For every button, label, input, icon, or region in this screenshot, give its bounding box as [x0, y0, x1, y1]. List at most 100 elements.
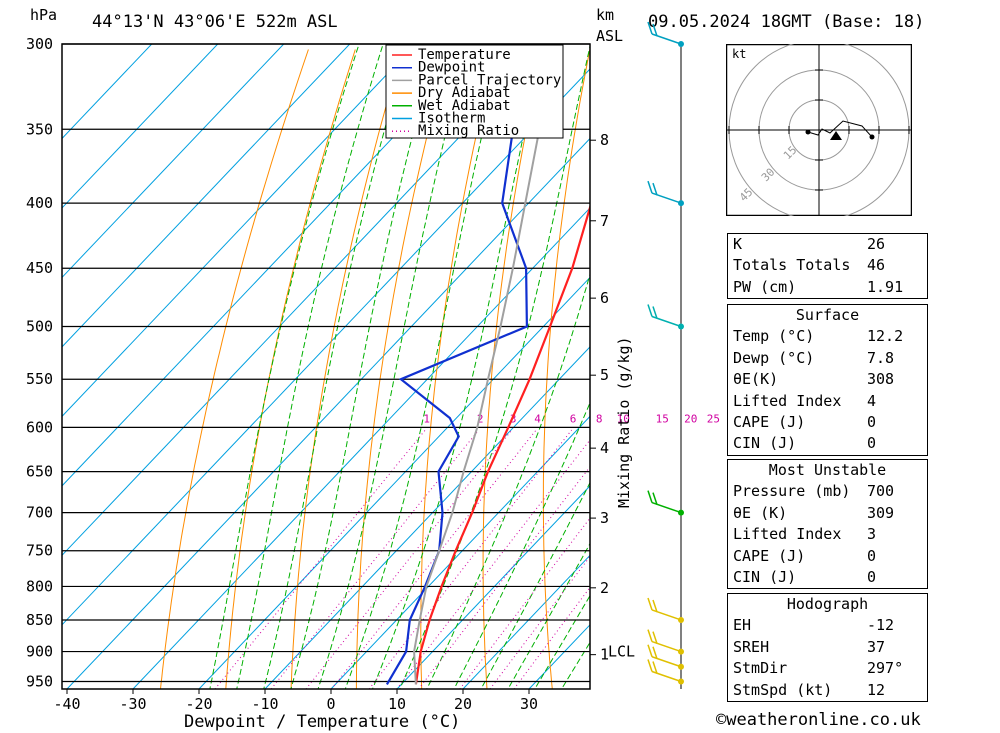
lcl-label: LCL [608, 643, 635, 661]
km-tick-label: 4 [600, 439, 609, 457]
location-title: 44°13'N 43°06'E 522m ASL [92, 12, 338, 32]
wind-barb-dot [678, 648, 684, 655]
copyright-footer[interactable]: ©weatheronline.co.uk [716, 710, 921, 730]
wind-barb-dot [678, 616, 684, 623]
isotherm-line [62, 44, 483, 487]
mixing-ratio-axis-label: Mixing Ratio (g/kg) [615, 336, 633, 508]
hpa-label: hPa [30, 6, 58, 24]
x-tick-label: -40 [53, 695, 80, 713]
x-tick-label: -20 [185, 695, 212, 713]
mixing-ratio-line [396, 439, 590, 689]
wind-barb-dot [678, 509, 684, 516]
dry-adiabat-line [160, 49, 309, 689]
wind-barb [647, 180, 684, 207]
pressure-tick-label: 750 [26, 542, 53, 560]
pressure-tick-label: 550 [26, 370, 53, 388]
surface-row: Lifted Index 4 [733, 391, 877, 410]
wind-barb-dot [678, 41, 684, 47]
hodograph-trace [807, 120, 873, 138]
index-row-pw: PW (cm) 1.91 [733, 277, 904, 296]
mu-row: Lifted Index 3 [733, 525, 877, 544]
index-row-totals: Totals Totals 46 [733, 256, 886, 275]
mu-row: θE (K) 309 [733, 503, 895, 522]
wind-barb [647, 597, 684, 623]
km-tick-label: 6 [600, 289, 609, 307]
hodo-row: StmSpd (kt) 12 [733, 680, 886, 699]
x-tick-label: 0 [326, 695, 335, 713]
wind-barb [647, 304, 684, 330]
dry-adiabat-line [225, 49, 356, 689]
wind-barb-dot [678, 200, 684, 207]
mixing-ratio-line [214, 429, 426, 689]
pressure-tick-label: 850 [26, 611, 53, 629]
temperature-profile [414, 203, 590, 685]
mixing-ratio-line [368, 429, 572, 689]
x-axis-label: Dewpoint / Temperature (°C) [184, 712, 460, 732]
mu-row: CAPE (J) 0 [733, 546, 877, 565]
wind-barb [647, 629, 684, 655]
dry-adiabat-line [658, 50, 684, 690]
isotherm-line [462, 554, 590, 689]
isotherm-line [62, 44, 351, 348]
index-row-k: K 26 [733, 235, 886, 253]
legend-label: Dry Adiabat [418, 85, 511, 101]
mixing-ratio-line [459, 517, 590, 689]
km-tick-label: 3 [600, 509, 609, 527]
x-tick-label: 20 [454, 695, 472, 713]
legend-box [385, 44, 564, 139]
isotherm-line [330, 415, 590, 689]
wind-barb [647, 644, 684, 670]
pressure-tick-label: 700 [26, 504, 53, 522]
hodo-row: SREH 37 [733, 637, 886, 656]
pressure-tick-label: 450 [26, 259, 53, 277]
hodo-row: EH -12 [733, 616, 895, 635]
isotherm-line [62, 44, 285, 279]
surface-row: CIN (J) 0 [733, 434, 877, 453]
wet-adiabat-line [453, 401, 590, 689]
wet-adiabat-line [344, 44, 505, 689]
mixing-ratio-line [305, 429, 513, 689]
wind-barb [647, 659, 684, 685]
legend-label: Temperature [418, 47, 511, 63]
hodograph-table-title: Hodograph [786, 595, 869, 613]
legend-label: Isotherm [418, 111, 485, 127]
asl-label: ASL [596, 27, 624, 45]
isotherm-line [62, 44, 549, 557]
most-unstable-title: Most Unstable [768, 461, 887, 479]
hodograph-point [869, 134, 875, 140]
mixing-ratio-line [513, 586, 590, 689]
mixing-ratio-label: 15 [656, 412, 669, 425]
isotherm-line [62, 44, 219, 209]
pressure-tick-label: 350 [26, 120, 53, 138]
hodo-row: StmDir 297° [733, 659, 904, 678]
wind-barb-dot [678, 678, 684, 685]
mixing-ratio-label: 25 [707, 412, 720, 425]
mixing-ratio-label: 1 [423, 412, 430, 425]
dry-adiabat-line [917, 50, 1000, 690]
pressure-tick-label: 900 [26, 643, 53, 661]
dry-adiabat-line [355, 49, 450, 689]
x-tick-label: 10 [388, 695, 406, 713]
pressure-tick-label: 950 [26, 672, 53, 690]
surface-row: Dewp (°C) 7.8 [733, 348, 895, 367]
surface-row: Temp (°C) 12.2 [733, 327, 904, 346]
dry-adiabat-line [420, 49, 497, 689]
mixing-ratio-label: 8 [596, 412, 603, 425]
parcel-trajectory-profile [413, 44, 562, 685]
datetime-title: 09.05.2024 18GMT (Base: 18) [648, 12, 925, 32]
x-tick-label: 30 [520, 695, 538, 713]
legend-label: Wet Adiabat [418, 98, 511, 114]
mixing-ratio-label: 20 [684, 412, 697, 425]
km-tick-label: 1 [600, 646, 609, 664]
km-tick-label: 2 [600, 579, 609, 597]
km-tick-label: 7 [600, 212, 609, 230]
mixing-ratio-line [489, 555, 590, 689]
legend-label: Mixing Ratio [418, 123, 519, 139]
surface-table: Surface Temp (°C) 12.2 Dewp (°C) 7.8 θE(K)… [727, 304, 928, 456]
legend-label: Parcel Trajectory [418, 72, 561, 88]
x-tick-label: -10 [251, 695, 278, 713]
surface-row: θE(K) 308 [733, 370, 895, 389]
indices-table: K 26 Totals Totals 46 PW (cm) 1.91 [727, 233, 928, 300]
